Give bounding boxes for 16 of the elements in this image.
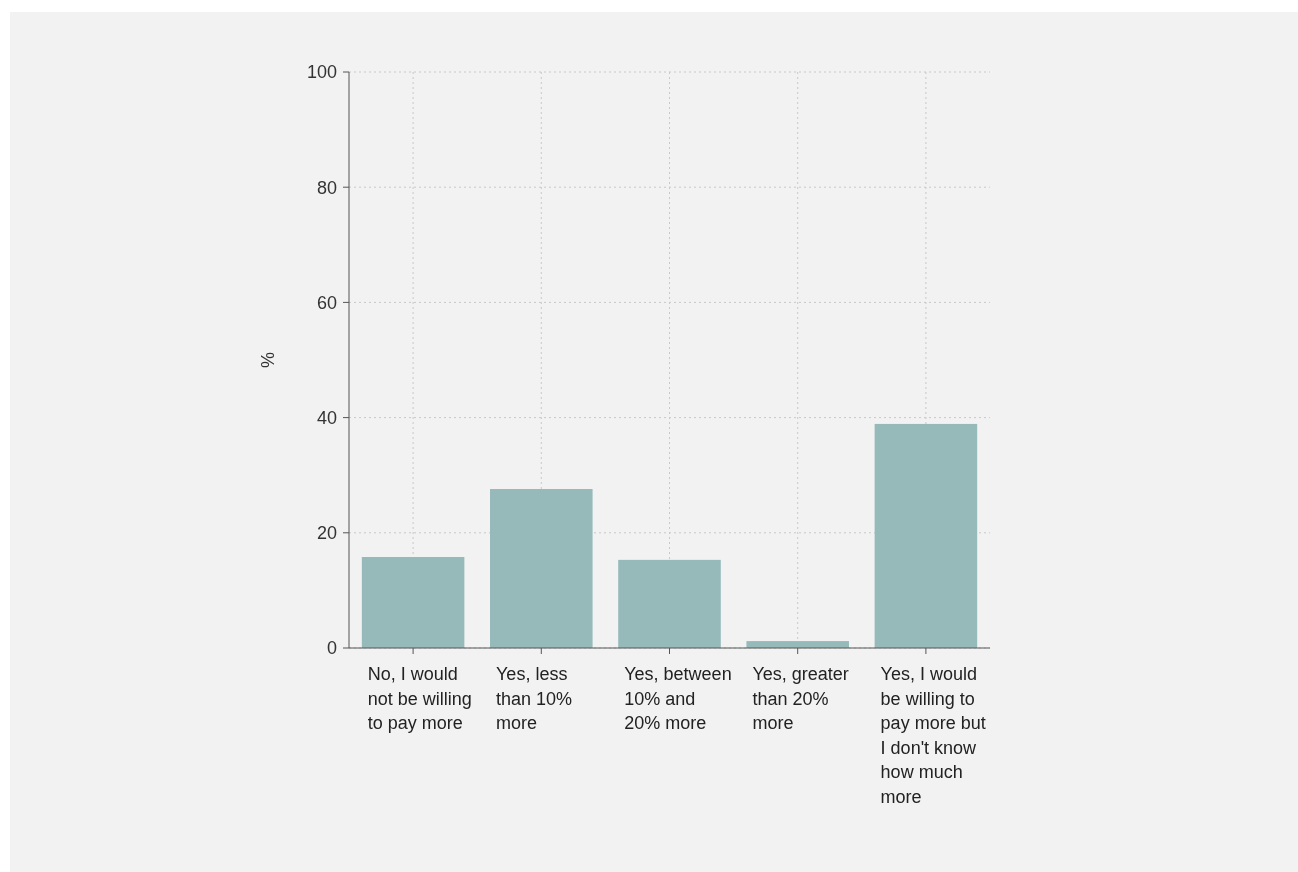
bar (361, 556, 465, 648)
x-tick-label: Yes, less than 10% more (496, 664, 573, 733)
y-tick-label: 40 (316, 407, 337, 428)
y-tick-label: 0 (326, 638, 337, 659)
x-tick-label: Yes, greater than 20% more (752, 664, 849, 733)
y-tick-label: 60 (316, 292, 337, 313)
x-tick-label: Yes, I would be willing to pay more but I don't know how much more (880, 664, 986, 807)
y-tick-label: 80 (316, 177, 337, 198)
bar (490, 489, 593, 648)
y-axis-title: % (258, 351, 278, 369)
x-tick-label: No, I would not be willing to pay more (367, 664, 472, 733)
x-tick-label: Yes, between 10% and 20% more (624, 664, 732, 733)
bar (874, 423, 978, 648)
y-tick-label: 100 (306, 62, 337, 83)
y-tick-label: 20 (316, 523, 337, 544)
bar (618, 559, 721, 648)
